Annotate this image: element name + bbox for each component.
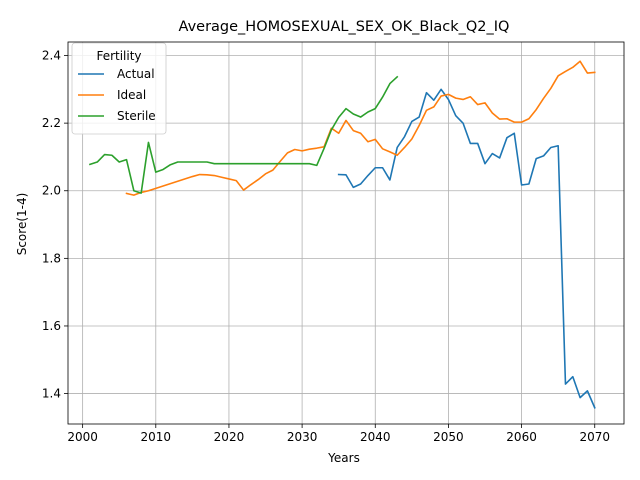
x-tick-label: 2020 bbox=[214, 430, 245, 444]
x-tick-label: 2010 bbox=[141, 430, 172, 444]
series-layer bbox=[88, 60, 596, 409]
y-tick-label: 2.0 bbox=[42, 184, 61, 198]
legend-label-ideal: Ideal bbox=[117, 88, 146, 102]
x-axis-label: Years bbox=[327, 451, 360, 465]
y-tick-label: 1.8 bbox=[42, 251, 61, 265]
legend-label-sterile: Sterile bbox=[117, 109, 156, 123]
legend-box bbox=[71, 42, 167, 135]
chart-title: Average_HOMOSEXUAL_SEX_OK_Black_Q2_IQ bbox=[179, 19, 510, 35]
x-tick-label: 2070 bbox=[579, 430, 610, 444]
legend: Fertility Actual Ideal Sterile bbox=[71, 42, 167, 135]
x-tick-label: 2050 bbox=[433, 430, 464, 444]
y-tick-label: 1.6 bbox=[42, 319, 61, 333]
y-tick-label: 2.4 bbox=[42, 49, 61, 63]
y-tick-label: 1.4 bbox=[42, 387, 61, 401]
x-axis-ticks: 2000 2010 2020 2030 2040 2050 2060 2070 bbox=[67, 424, 610, 444]
y-axis-ticks: 1.4 1.6 1.8 2.0 2.2 2.4 bbox=[42, 49, 68, 401]
series-line-sterile bbox=[88, 75, 399, 194]
x-tick-label: 2060 bbox=[506, 430, 537, 444]
series-line-actual bbox=[337, 88, 596, 409]
x-tick-label: 2040 bbox=[360, 430, 391, 444]
x-tick-label: 2000 bbox=[67, 430, 98, 444]
y-axis-label: Score(1-4) bbox=[15, 193, 29, 256]
plot-frame bbox=[67, 41, 625, 425]
y-tick-label: 2.2 bbox=[42, 116, 61, 130]
series-line-ideal bbox=[125, 60, 596, 196]
legend-label-actual: Actual bbox=[117, 67, 155, 81]
legend-items: Actual Ideal Sterile bbox=[78, 67, 156, 123]
legend-title: Fertility bbox=[96, 49, 141, 63]
x-tick-label: 2030 bbox=[287, 430, 318, 444]
